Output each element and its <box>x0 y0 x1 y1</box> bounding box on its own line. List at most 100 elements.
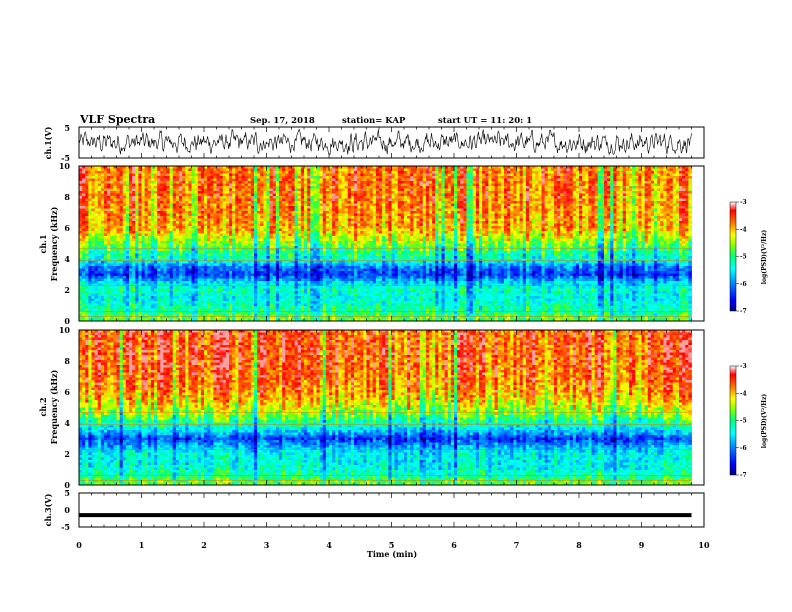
spectrogram-cell <box>476 169 480 172</box>
spectrogram-cell <box>148 184 152 187</box>
spectrogram-cell <box>470 184 474 187</box>
spectrogram-cell <box>645 174 649 177</box>
spectrogram-cell <box>573 176 577 179</box>
spectrogram-cell <box>342 169 346 172</box>
spectrogram-cell <box>135 181 139 184</box>
spectrogram-cell <box>448 179 452 182</box>
spectrogram-cell <box>354 169 358 172</box>
spectrogram-cell <box>507 169 511 172</box>
spectrogram-cell <box>435 174 439 177</box>
spectrogram-cell <box>557 181 561 184</box>
spectrogram-cell <box>588 174 592 177</box>
spectrogram-cell <box>417 179 421 182</box>
spectrogram-cell <box>410 171 414 174</box>
spectrogram-cell <box>488 171 492 174</box>
spectrogram-cell <box>642 171 646 174</box>
spectrogram-cell <box>160 181 164 184</box>
spectrogram-cell <box>213 171 217 174</box>
spectrogram-cell <box>435 171 439 174</box>
spectrogram-cell <box>192 179 196 182</box>
spectrogram-cell <box>217 174 221 177</box>
spectrogram-cell <box>338 179 342 182</box>
spectrogram-cell <box>410 181 414 184</box>
spectrogram-cell <box>382 176 386 179</box>
spectrogram-cell <box>498 176 502 179</box>
spectrogram-cell <box>307 181 311 184</box>
spectrogram-cell <box>407 181 411 184</box>
spectrogram-cell <box>513 181 517 184</box>
spectrogram-cell <box>460 176 464 179</box>
spectrogram-cell <box>467 181 471 184</box>
spectrogram-cell <box>598 179 602 182</box>
spectrogram-cell <box>292 169 296 172</box>
spectrogram-cell <box>573 179 577 182</box>
spectrogram-cell <box>323 179 327 182</box>
spectrogram-cell <box>113 174 117 177</box>
spectrogram-cell <box>663 174 667 177</box>
spectrogram-cell <box>195 171 199 174</box>
spectrogram-cell <box>420 171 424 174</box>
spectrogram-cell <box>595 174 599 177</box>
spectrogram-cell <box>645 179 649 182</box>
spectrogram-cell <box>304 169 308 172</box>
spectrogram-cell <box>129 174 133 177</box>
spectrogram-cell <box>457 176 461 179</box>
spectrogram-cell <box>520 176 524 179</box>
spectrogram-cell <box>670 176 674 179</box>
spectrogram-cell <box>304 176 308 179</box>
spectrogram-cell <box>85 176 89 179</box>
spectrogram-cell <box>348 169 352 172</box>
spectrogram-cell <box>342 174 346 177</box>
spectrogram-cell <box>523 174 527 177</box>
spectrogram-cell <box>201 176 205 179</box>
spectrogram-cell <box>123 184 127 187</box>
spectrogram-cell <box>107 176 111 179</box>
spectrogram-cell <box>473 176 477 179</box>
spectrogram-cell <box>138 176 142 179</box>
spectrogram-cell <box>457 169 461 172</box>
spectrogram-cell <box>420 179 424 182</box>
spectrogram-cell <box>632 176 636 179</box>
spectrogram-cell <box>457 184 461 187</box>
spectrogram-cell <box>338 184 342 187</box>
spectrogram-cell <box>204 171 208 174</box>
spectrogram-cell <box>120 176 124 179</box>
spectrogram-cell <box>560 171 564 174</box>
spectrogram-cell <box>510 179 514 182</box>
spectrogram-cell <box>454 176 458 179</box>
spectrogram-cell <box>417 171 421 174</box>
spectrogram-cell <box>367 179 371 182</box>
spectrogram-cell <box>638 179 642 182</box>
spectrogram-cell <box>398 171 402 174</box>
spectrogram-cell <box>526 174 530 177</box>
spectrogram-cell <box>445 181 449 184</box>
spectrogram-cell <box>485 181 489 184</box>
spectrogram-cell <box>588 171 592 174</box>
spectrogram-cell <box>232 169 236 172</box>
spectrogram-cell <box>95 174 99 177</box>
spectrogram-cell <box>485 174 489 177</box>
spectrogram-cell <box>401 179 405 182</box>
spectrogram-cell <box>260 171 264 174</box>
spectrogram-cell <box>276 174 280 177</box>
spectrogram-cell <box>313 184 317 187</box>
spectrogram-cell <box>363 184 367 187</box>
spectrogram-cell <box>210 174 214 177</box>
spectrogram-cell <box>495 169 499 172</box>
spectrogram-cell <box>117 169 121 172</box>
spectrogram-cell <box>423 169 427 172</box>
spectrogram-cell <box>585 176 589 179</box>
spectrogram-cell <box>445 169 449 172</box>
spectrogram-cell <box>320 171 324 174</box>
spectrogram-cell <box>395 179 399 182</box>
spectrogram-cell <box>329 181 333 184</box>
spectrogram-cell <box>445 184 449 187</box>
spectrogram-cell <box>670 179 674 182</box>
spectrogram-cell <box>82 169 86 172</box>
spectrogram-cell <box>232 171 236 174</box>
spectrogram-cell <box>229 181 233 184</box>
spectrogram-cell <box>357 174 361 177</box>
spectrogram-cell <box>663 171 667 174</box>
spectrogram-cell <box>123 171 127 174</box>
spectrogram-cell <box>610 174 614 177</box>
